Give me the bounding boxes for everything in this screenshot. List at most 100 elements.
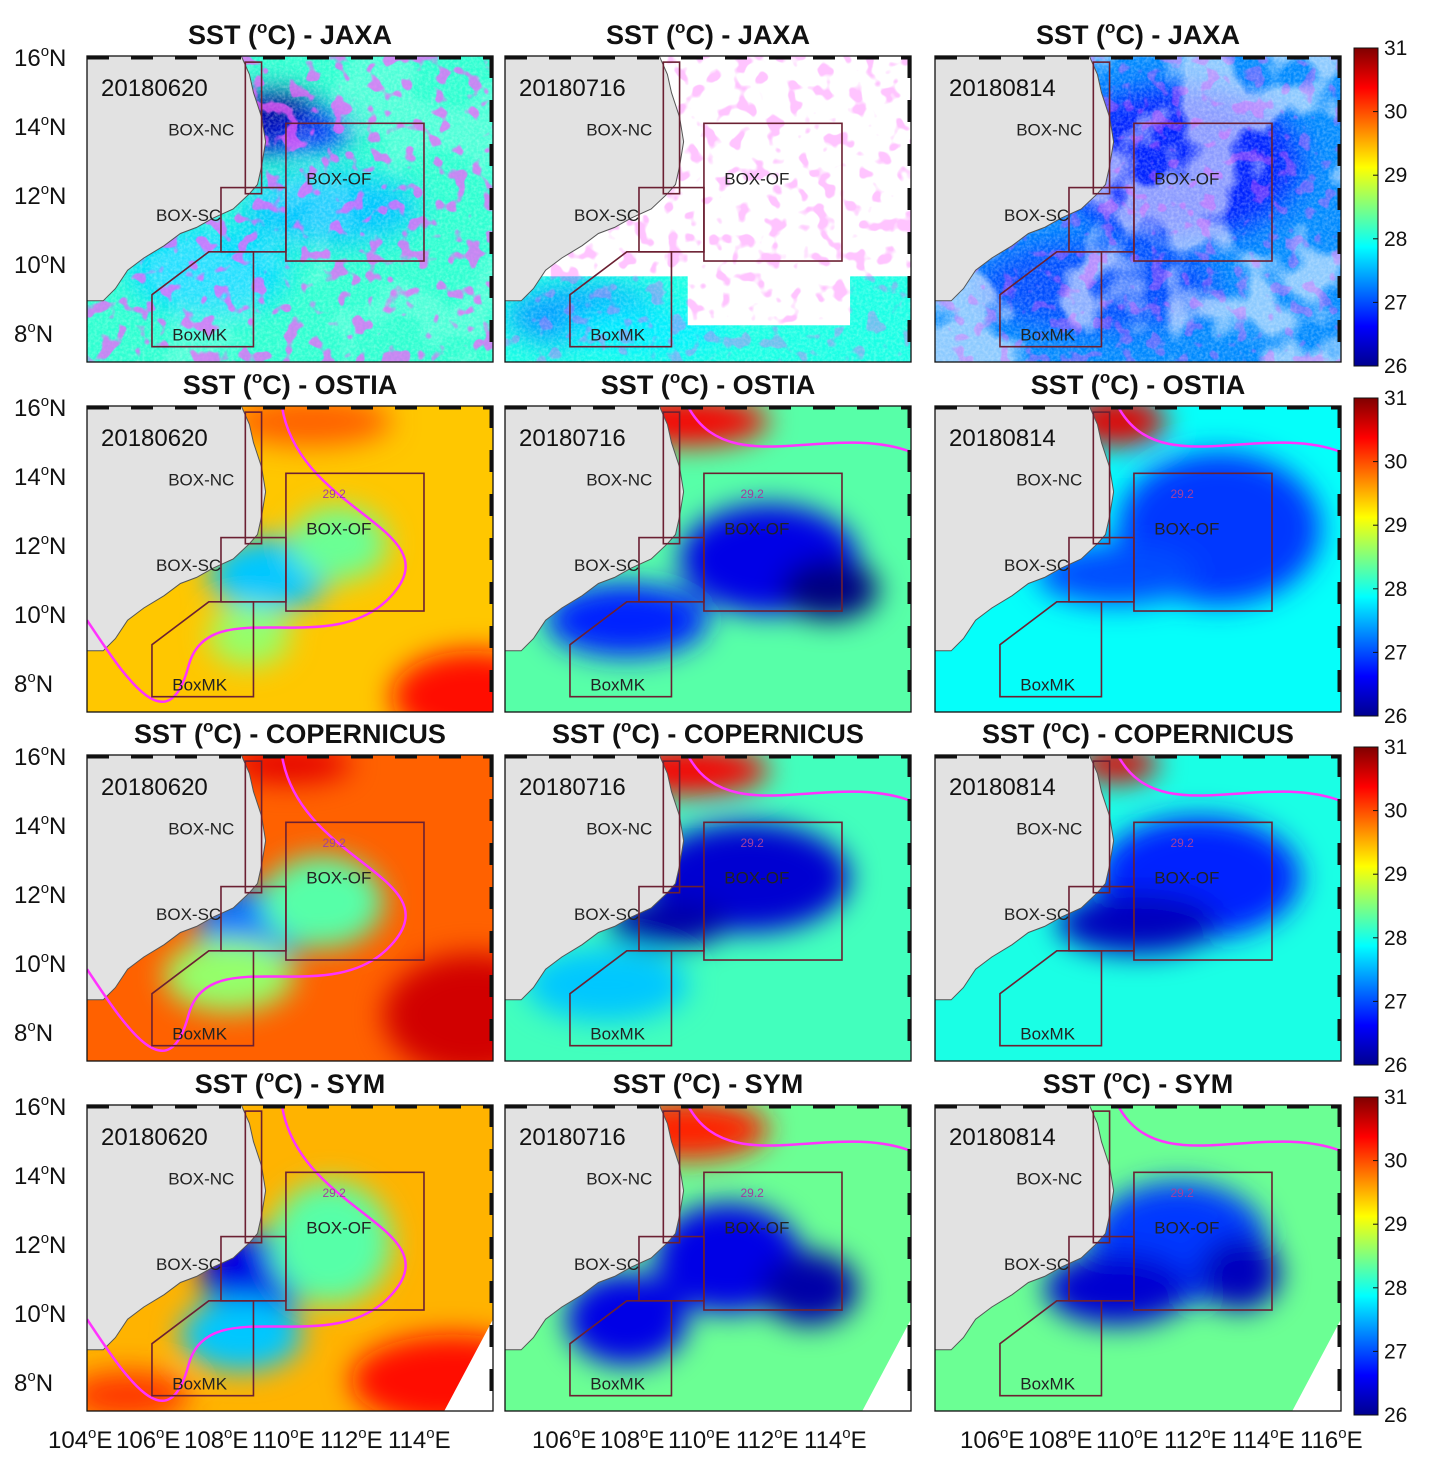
lon-num: 106 <box>960 1427 1000 1454</box>
lon-num: 114 <box>1232 1427 1270 1454</box>
sst-field: 29.2 BOX-NC BOX-OF BOX-SC BoxMK <box>505 1105 911 1411</box>
lat-num: 8 <box>14 321 27 348</box>
land-mass <box>935 406 1115 652</box>
lat-num: 10 <box>14 1301 41 1328</box>
lon-sup: o <box>640 1425 648 1442</box>
lat-sup: o <box>41 1230 49 1247</box>
lon-sup: o <box>426 1425 434 1442</box>
lat-num: 16 <box>14 395 41 422</box>
contour-29-2 <box>686 406 911 454</box>
lat-dir: N <box>49 395 66 422</box>
region-label: BOX-OF <box>724 520 789 539</box>
lon-dir: E <box>1211 1427 1227 1454</box>
lon-sup: o <box>1202 1425 1210 1442</box>
land-mass <box>935 56 1115 302</box>
land-mass <box>505 1105 685 1351</box>
date-label: 20180620 <box>101 1124 208 1151</box>
lon-num: 110 <box>668 1427 706 1454</box>
title-pre: SST ( <box>601 370 670 400</box>
lat-dir: N <box>49 114 66 141</box>
colorbar-tick-label: 26 <box>1384 355 1407 378</box>
title-pre: SST ( <box>188 20 257 50</box>
region-label: BOX-NC <box>1016 1170 1082 1189</box>
map-panel: 29.2 BOX-NC BOX-OF BOX-SC BoxMK 20180814 SST (… <box>934 368 1342 713</box>
region-label: BOX-SC <box>1004 905 1069 924</box>
sst-blob <box>760 1251 859 1326</box>
sst-blob <box>261 855 384 948</box>
lat-num: 10 <box>14 252 41 279</box>
land-mass <box>505 406 685 652</box>
panel-title: SST (oC) - JAXA <box>188 18 392 50</box>
lat-num: 14 <box>14 813 41 840</box>
colorbar: 31 30 29 28 27 26 <box>1353 387 1407 728</box>
sst-field: 29.2 BOX-NC BOX-OF BOX-SC BoxMK <box>935 1105 1341 1411</box>
colorbar-tick-label: 31 <box>1384 37 1407 60</box>
date-label: 20180814 <box>949 1124 1056 1151</box>
lon-num: 114 <box>804 1427 842 1454</box>
region-label: BoxMK <box>590 326 645 345</box>
panel-title: SST (oC) - OSTIA <box>601 368 815 400</box>
date-label: 20180716 <box>519 1124 626 1151</box>
land-mass <box>935 755 1115 1001</box>
region-label: BoxMK <box>172 1375 227 1394</box>
lat-label: 14oN <box>14 112 66 141</box>
lat-dir: N <box>36 321 53 348</box>
lat-label: 14oN <box>14 462 66 491</box>
sst-blob <box>1198 1236 1281 1311</box>
land-mass <box>505 56 685 302</box>
region-boxes <box>151 1110 425 1397</box>
colorbar-tick-label: 26 <box>1384 1404 1407 1427</box>
box-nc-outline <box>1092 411 1111 545</box>
sst-field: BOX-NC BOX-OF BOX-SC BoxMK <box>935 56 1341 362</box>
lat-label: 8oN <box>14 319 53 348</box>
region-label: BOX-NC <box>168 1170 234 1189</box>
lon-label: 112oE <box>320 1425 383 1454</box>
lon-sup: o <box>1134 1425 1142 1442</box>
region-label: BoxMK <box>172 326 227 345</box>
region-label: BOX-SC <box>574 905 639 924</box>
lat-sup: o <box>27 1368 35 1385</box>
title-pre: SST ( <box>982 719 1051 749</box>
land-mass <box>87 56 267 302</box>
region-label: BOX-NC <box>1016 471 1082 490</box>
land-mass <box>87 1105 267 1351</box>
title-post: C) - OSTIA <box>1110 370 1245 400</box>
map-panel: 29.2 BOX-NC BOX-OF BOX-SC BoxMK 20180620 SST (… <box>86 717 494 1062</box>
panel-title: SST (oC) - OSTIA <box>183 368 397 400</box>
box-mk-outline <box>569 601 673 698</box>
date-label: 20180716 <box>519 75 626 102</box>
contour-29-2 <box>686 755 911 803</box>
lat-label: 8oN <box>14 1018 53 1047</box>
map-panel: 29.2 BOX-NC BOX-OF BOX-SC BoxMK 20180814 SST (… <box>934 717 1342 1062</box>
lon-sup: o <box>1068 1425 1076 1442</box>
box-nc-outline <box>662 1110 681 1244</box>
region-label: BOX-OF <box>306 1219 371 1238</box>
sst-blob <box>525 947 688 1022</box>
sst-field: 29.2 BOX-NC BOX-OF BOX-SC BoxMK <box>935 406 1341 712</box>
sst-anomalies <box>1056 755 1301 954</box>
map-panel: 29.2 BOX-NC BOX-OF BOX-SC BoxMK 20180716 SST (… <box>504 368 912 713</box>
lat-num: 12 <box>14 183 41 210</box>
lon-label: 106oE <box>116 1425 180 1454</box>
colorbar-tick-label: 30 <box>1384 800 1407 823</box>
date-label: 20180716 <box>519 774 626 801</box>
box-nc-outline <box>244 411 263 545</box>
region-boxes <box>569 1110 843 1397</box>
map-panel: 29.2 BOX-NC BOX-OF BOX-SC BoxMK 20180716 SST (… <box>504 1067 912 1412</box>
lat-label: 16oN <box>14 393 66 422</box>
lat-label: 14oN <box>14 811 66 840</box>
lon-num: 108 <box>184 1427 224 1454</box>
contour-label: 29.2 <box>322 1186 346 1200</box>
lat-sup: o <box>41 1299 49 1316</box>
lon-sup: o <box>1000 1425 1008 1442</box>
box-mk-outline <box>151 1300 255 1397</box>
lon-label: 114oE <box>1232 1425 1295 1454</box>
colorbar-tick-label: 31 <box>1384 387 1407 410</box>
map-panel: 29.2 BOX-NC BOX-OF BOX-SC BoxMK 20180620 SST (… <box>86 368 494 713</box>
region-label: BoxMK <box>1020 1375 1075 1394</box>
map-row-ostia: 29.2 BOX-NC BOX-OF BOX-SC BoxMK 20180620 SST (… <box>14 368 1342 713</box>
title-sup: o <box>682 1067 692 1086</box>
title-sup: o <box>1051 717 1061 736</box>
contour-label: 29.2 <box>1170 836 1194 850</box>
